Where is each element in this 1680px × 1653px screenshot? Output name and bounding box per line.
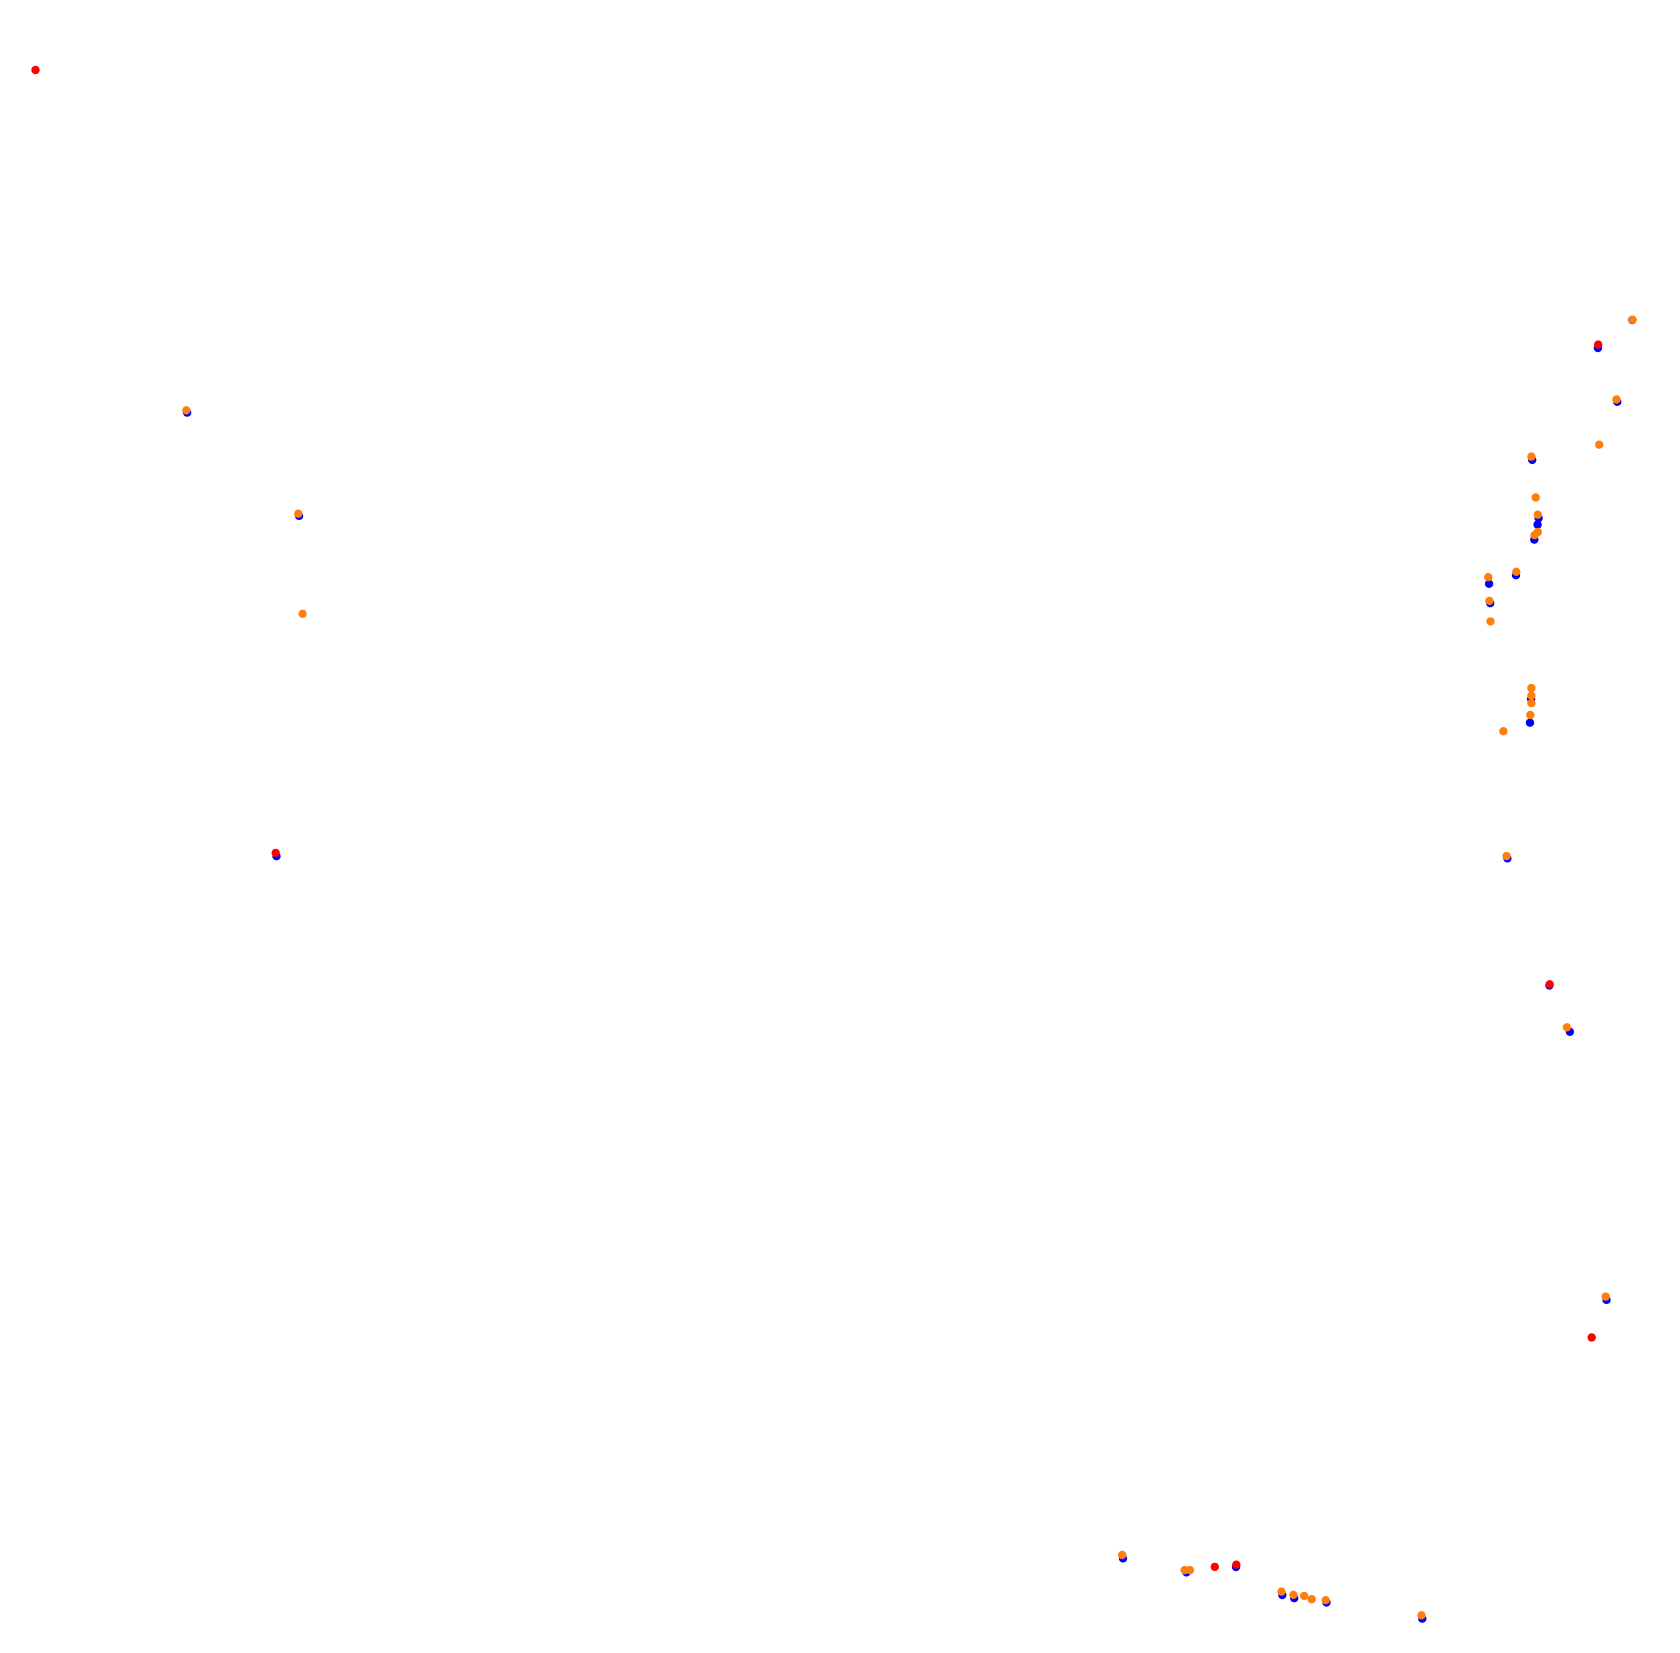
scatter-point-series-1-12 <box>1484 573 1493 582</box>
scatter-point-series-2-5 <box>1210 1562 1220 1572</box>
scatter-point-series-1-27 <box>1289 1590 1298 1600</box>
scatter-point-series-1-31 <box>1417 1611 1426 1620</box>
scatter-point-series-1-16 <box>1527 691 1536 700</box>
scatter-point-series-2-0 <box>31 65 40 75</box>
plot-marks <box>31 65 1637 1623</box>
scatter-point-series-0-14 <box>1525 718 1535 727</box>
scatter-point-series-1-18 <box>1526 710 1535 720</box>
scatter-point-series-1-20 <box>1502 851 1511 861</box>
scatter-point-series-1-10 <box>1530 531 1539 540</box>
scatter-point-series-1-0 <box>182 406 191 415</box>
scatter-point-series-1-30 <box>1321 1596 1330 1605</box>
scatter-point-series-1-14 <box>1486 617 1495 626</box>
scatter-point-series-2-6 <box>1232 1560 1241 1569</box>
scatter-point-series-1-13 <box>1485 596 1494 606</box>
scatter-point-series-1-25 <box>1185 1565 1195 1575</box>
scatter-point-series-1-22 <box>1601 1292 1610 1301</box>
scatter-point-series-2-3 <box>1545 980 1554 989</box>
scatter-point-series-2-1 <box>271 848 280 858</box>
scatter-point-series-1-5 <box>1595 440 1604 449</box>
scatter-point-series-1-15 <box>1527 683 1536 693</box>
scatter-point-series-1-29 <box>1307 1595 1316 1604</box>
scatter-point-series-1-6 <box>1527 452 1536 461</box>
scatter-point-series-1-21 <box>1562 1023 1572 1032</box>
scatter-point-series-1-4 <box>1612 395 1621 404</box>
scatter-point-series-2-2 <box>1594 340 1603 349</box>
scatter-point-series-1-28 <box>1300 1591 1309 1601</box>
scatter-point-series-1-17 <box>1527 699 1536 708</box>
scatter-point-series-1-19 <box>1499 727 1508 736</box>
scatter-point-series-1-7 <box>1531 493 1540 502</box>
scatter-point-series-0-11 <box>1484 579 1494 588</box>
scatter-point-series-2-4 <box>1587 1333 1596 1342</box>
scatter-point-series-1-8 <box>1533 510 1543 519</box>
scatter-point-series-1-1 <box>294 509 303 518</box>
scatter-point-series-0-8 <box>1533 520 1542 529</box>
scatter-point-series-1-11 <box>1512 567 1521 576</box>
scatter-point-series-1-3 <box>1628 315 1637 324</box>
scatter-point-series-1-26 <box>1277 1587 1286 1596</box>
scatter-point-series-1-23 <box>1118 1550 1127 1560</box>
scatter-point-series-1-2 <box>298 609 307 618</box>
